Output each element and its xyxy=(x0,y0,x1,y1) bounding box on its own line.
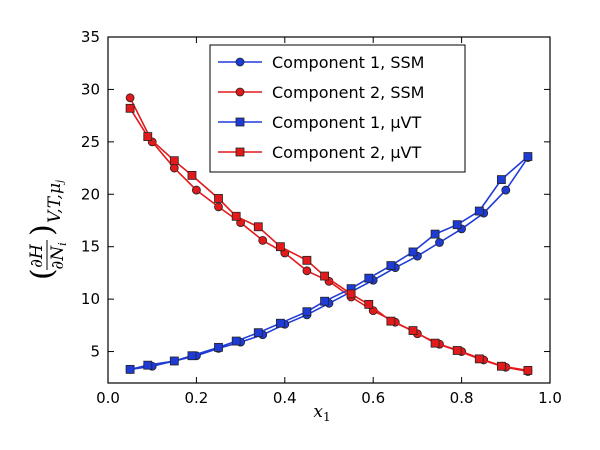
data-point-2-4 xyxy=(214,342,223,352)
x-tick-label-0: 0.0 xyxy=(96,389,120,407)
data-point-3-5 xyxy=(231,211,241,221)
data-point-3-6 xyxy=(253,222,263,232)
data-point-2-12 xyxy=(386,261,396,270)
legend-entry-3: Component 2, μVT xyxy=(218,143,421,162)
legend-marker-0 xyxy=(235,57,245,67)
data-point-2-11 xyxy=(364,273,374,283)
data-point-3-18 xyxy=(523,366,533,375)
data-point-3-10 xyxy=(346,289,356,299)
x-tick-label-3: 0.6 xyxy=(361,389,385,407)
data-point-3-11 xyxy=(364,299,374,309)
data-point-1-8 xyxy=(302,266,312,276)
data-point-2-18 xyxy=(523,152,533,161)
data-point-2-2 xyxy=(169,356,179,366)
data-point-3-7 xyxy=(275,242,285,252)
data-point-3-12 xyxy=(386,316,396,326)
x-tick-label-2: 0.4 xyxy=(273,389,297,407)
data-point-1-0 xyxy=(125,93,135,103)
data-point-1-4 xyxy=(214,202,223,212)
data-point-3-8 xyxy=(302,255,312,265)
data-point-2-3 xyxy=(187,351,197,361)
x-tick-label-5: 1.0 xyxy=(538,389,562,407)
series-layer xyxy=(125,93,533,376)
y-tick-label-1: 10 xyxy=(81,290,100,308)
data-point-3-15 xyxy=(452,346,462,355)
data-point-2-7 xyxy=(275,318,285,328)
svg-text:(: ( xyxy=(25,268,60,280)
data-point-3-13 xyxy=(408,326,418,335)
svg-text:V,T,μj: V,T,μj xyxy=(45,180,66,223)
data-point-3-14 xyxy=(430,338,440,348)
legend-marker-2 xyxy=(235,117,245,127)
data-point-3-1 xyxy=(143,132,153,142)
data-point-2-0 xyxy=(125,364,135,374)
data-point-2-16 xyxy=(474,206,484,216)
legend-entry-1: Component 2, SSM xyxy=(218,83,424,102)
data-point-0-17 xyxy=(501,185,511,195)
tick-layer: 0.0 0.2 0.4 0.6 0.8 1.0 5 10 15 20 25 30 35 xyxy=(81,28,562,407)
y-tick-label-2: 15 xyxy=(81,238,100,256)
data-point-3-17 xyxy=(496,361,506,371)
legend-entry-2: Component 1, μVT xyxy=(218,113,421,132)
data-point-3-4 xyxy=(214,194,223,203)
svg-text:∂H: ∂H xyxy=(27,243,47,268)
legend: Component 1, SSM Component 2, SSM Componen… xyxy=(209,44,466,173)
data-point-3-3 xyxy=(187,170,197,180)
series-3 xyxy=(125,103,533,375)
y-tick-label-0: 5 xyxy=(90,343,100,361)
data-point-1-2 xyxy=(169,163,179,173)
data-point-3-0 xyxy=(125,103,135,113)
legend-box xyxy=(209,44,466,173)
svg-text:): ) xyxy=(25,224,60,236)
legend-label-3: Component 2, μVT xyxy=(272,143,421,162)
legend-marker-1 xyxy=(235,87,245,97)
data-point-2-14 xyxy=(430,229,440,239)
data-point-2-13 xyxy=(408,247,418,257)
series-2 xyxy=(125,152,533,374)
x-axis-label: x1 xyxy=(313,402,330,424)
data-point-3-9 xyxy=(320,271,329,281)
series-line-0 xyxy=(129,157,529,371)
series-0 xyxy=(125,153,533,374)
y-axis-label: ( ∂H ∂Ni ) V,T,μj xyxy=(25,180,69,280)
y-tick-label-3: 20 xyxy=(81,185,100,203)
y-tick-label-5: 30 xyxy=(81,80,100,98)
legend-entry-0: Component 1, SSM xyxy=(218,53,424,72)
data-point-2-6 xyxy=(253,328,263,338)
x-tick-label-4: 0.8 xyxy=(450,389,474,407)
data-point-0-14 xyxy=(435,238,444,247)
x-tick-label-1: 0.2 xyxy=(184,389,208,407)
data-point-2-1 xyxy=(143,360,153,370)
data-point-2-15 xyxy=(452,220,462,230)
y-tick-label-4: 25 xyxy=(81,133,100,151)
data-point-2-5 xyxy=(231,336,241,346)
legend-label-0: Component 1, SSM xyxy=(272,53,424,72)
data-point-2-8 xyxy=(302,307,312,317)
series-line-2 xyxy=(129,155,529,371)
legend-label-2: Component 1, μVT xyxy=(272,113,421,132)
legend-label-1: Component 2, SSM xyxy=(272,83,424,102)
plot-frame xyxy=(107,36,551,384)
data-point-3-16 xyxy=(474,354,484,364)
legend-marker-3 xyxy=(235,147,245,157)
y-tick-label-6: 35 xyxy=(81,28,100,46)
data-point-2-9 xyxy=(320,296,329,306)
legend-entries: Component 1, SSM Component 2, SSM Componen… xyxy=(218,53,424,162)
data-point-1-3 xyxy=(191,185,201,195)
data-point-2-17 xyxy=(496,175,506,184)
data-point-1-6 xyxy=(258,236,268,245)
svg-text:∂Ni: ∂Ni xyxy=(48,242,69,269)
data-point-3-2 xyxy=(169,156,179,166)
